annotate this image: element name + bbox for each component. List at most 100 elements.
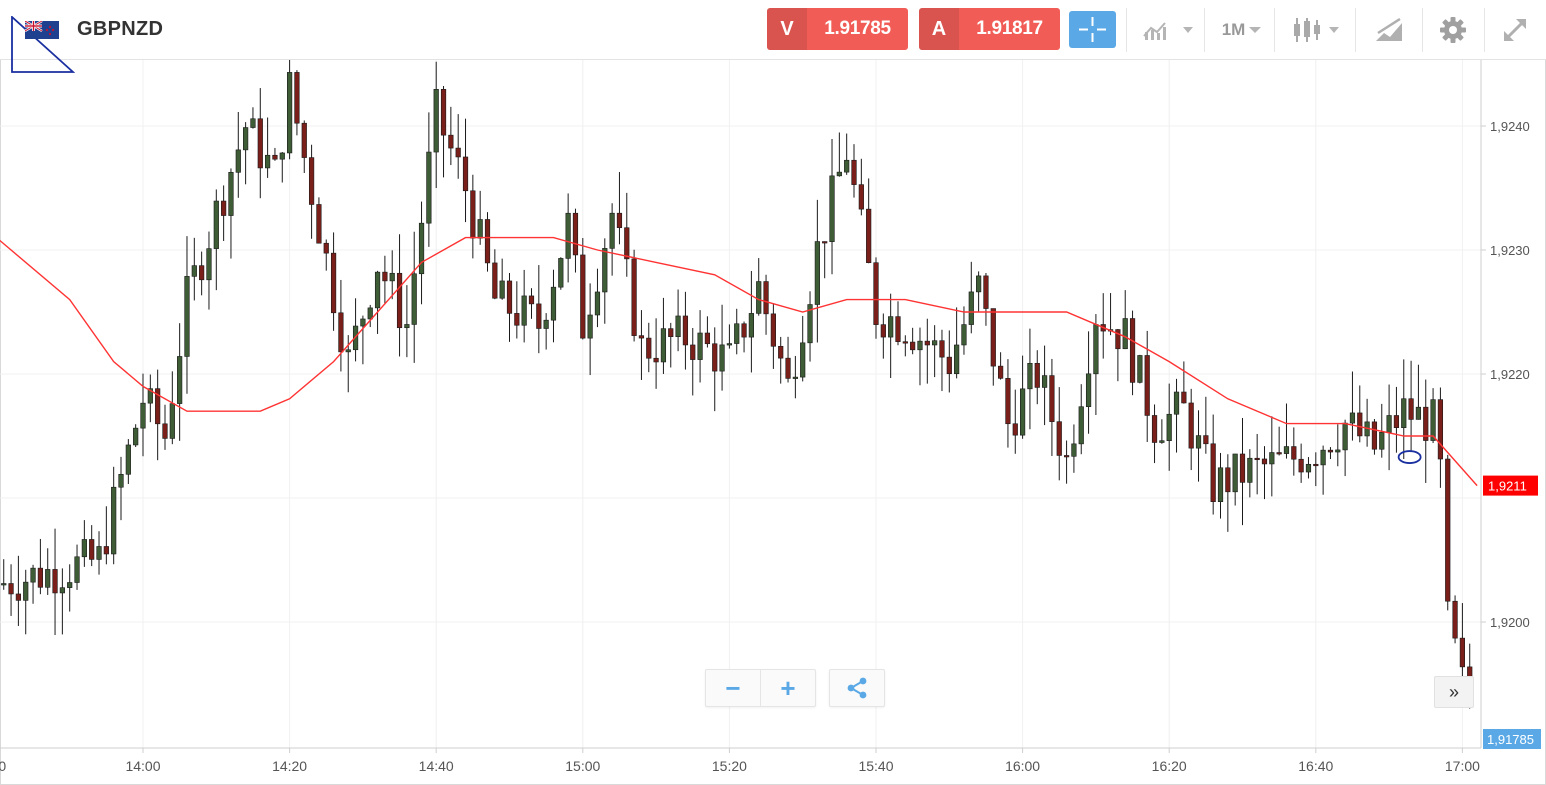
candlestick-chart[interactable]: 1,9240 1,9230 1,9220 1,9200 1,9211 1,91785 :4… (0, 60, 1546, 785)
zoom-out-button[interactable]: − (725, 672, 741, 703)
candle-bear (162, 423, 168, 439)
candle-bear (52, 569, 58, 594)
candle-bull (814, 241, 820, 305)
candle-bull (1217, 467, 1224, 502)
candle-bull (140, 402, 146, 429)
candle-bull (360, 318, 366, 327)
sell-button[interactable]: V 1.91785 (767, 8, 908, 50)
candle-bear (492, 262, 498, 299)
candle-bear (37, 567, 43, 588)
candle-bull (1078, 406, 1084, 445)
candle-bear (1151, 415, 1158, 443)
candle-bull (1166, 413, 1172, 442)
candle-bull (521, 295, 527, 326)
candle-bear (1188, 402, 1194, 449)
gb-nz-flag-icon (25, 21, 59, 39)
candle-bear (440, 88, 447, 136)
candle-bull (184, 276, 190, 357)
candle-bear (221, 200, 227, 216)
y-tick-label: 1,9240 (1490, 119, 1530, 134)
x-tick-label: 16:40 (1298, 758, 1333, 774)
candle-bear (653, 357, 659, 363)
candle-bear (1129, 318, 1136, 383)
candle-bull (206, 248, 212, 281)
timeframe-label: 1M (1221, 20, 1246, 39)
candle-bull (1041, 375, 1048, 388)
x-tick-label: 14:00 (125, 758, 160, 774)
candles (1, 60, 1473, 709)
candle-bull (1093, 324, 1099, 375)
candle-bear (257, 118, 263, 169)
candle-bear (572, 212, 579, 256)
chart-toolbar: GBPNZD V 1.91785 A 1.91817 1M (0, 0, 1546, 73)
candle-bull (418, 222, 425, 275)
candle-bull (1386, 415, 1392, 433)
gear-icon (1440, 17, 1466, 43)
candle-bear (624, 227, 630, 260)
candle-bull (1085, 373, 1092, 408)
candle-bear (396, 272, 403, 329)
candle-bull (829, 175, 835, 243)
candle-bear (880, 324, 886, 338)
chart-type-dropdown[interactable] (1284, 8, 1346, 52)
drawing-tools-button[interactable] (1364, 8, 1414, 52)
candle-bear (682, 315, 689, 346)
candle-bull (976, 275, 982, 293)
candle-bull (243, 127, 249, 151)
candle-bull (177, 356, 183, 404)
candle-bear (1254, 457, 1260, 461)
candle-bull (345, 349, 351, 353)
candle-bear (484, 219, 491, 264)
sell-tag: V (767, 8, 807, 50)
candle-bull (888, 316, 894, 338)
x-tick-label: 15:20 (712, 758, 747, 774)
candle-bear (638, 335, 645, 339)
buy-tag: A (919, 8, 959, 50)
candle-bear (1393, 415, 1400, 429)
candle-bear (8, 583, 14, 595)
timeframe-dropdown[interactable]: 1M (1212, 8, 1272, 52)
candle-bear (763, 281, 769, 315)
candle-bear (1291, 446, 1297, 460)
zoom-in-button[interactable]: + (760, 670, 815, 706)
share-button[interactable] (830, 670, 884, 706)
candle-bull (499, 280, 505, 299)
chevron-down-icon (1249, 27, 1262, 33)
candle-bull (1, 583, 7, 586)
candle-bear (1049, 375, 1055, 422)
price-axis: 1,9240 1,9230 1,9220 1,9200 1,9211 1,91785 (1480, 60, 1541, 749)
crosshair-button[interactable] (1069, 11, 1116, 48)
candle-bear (338, 312, 344, 353)
candle-bear (704, 332, 711, 345)
x-tick-label: 14:20 (272, 758, 307, 774)
chart-grid (0, 60, 1481, 748)
candle-bull (74, 556, 80, 583)
drawing-icon (1376, 17, 1402, 41)
candle-bull (726, 343, 732, 346)
share-control (829, 669, 885, 707)
candle-bear (1298, 458, 1304, 473)
indicator-dropdown[interactable] (1136, 8, 1198, 52)
y-tick-label: 1,9200 (1490, 615, 1530, 630)
buy-button[interactable]: A 1.91817 (919, 8, 1060, 50)
candle-bull (1401, 398, 1407, 429)
sell-price: 1.91785 (807, 8, 908, 50)
settings-button[interactable] (1430, 8, 1476, 52)
candle-bull (45, 569, 51, 588)
candle-bull (250, 118, 256, 128)
candle-bull (1232, 453, 1238, 493)
x-tick-label: 14:40 (419, 758, 454, 774)
candle-bull (433, 88, 439, 153)
candle-bull (1195, 435, 1202, 449)
candle-bull (81, 539, 87, 558)
fullscreen-button[interactable] (1492, 8, 1538, 52)
candle-bull (235, 149, 241, 173)
marker (1397, 450, 1422, 464)
share-icon (847, 677, 867, 699)
candle-bull (807, 304, 813, 344)
candle-bull (59, 587, 65, 594)
candle-bear (528, 295, 535, 305)
scroll-to-end-button[interactable]: » (1434, 676, 1474, 708)
x-tick-label: 17:00 (1445, 758, 1480, 774)
expand-icon (1503, 18, 1527, 42)
